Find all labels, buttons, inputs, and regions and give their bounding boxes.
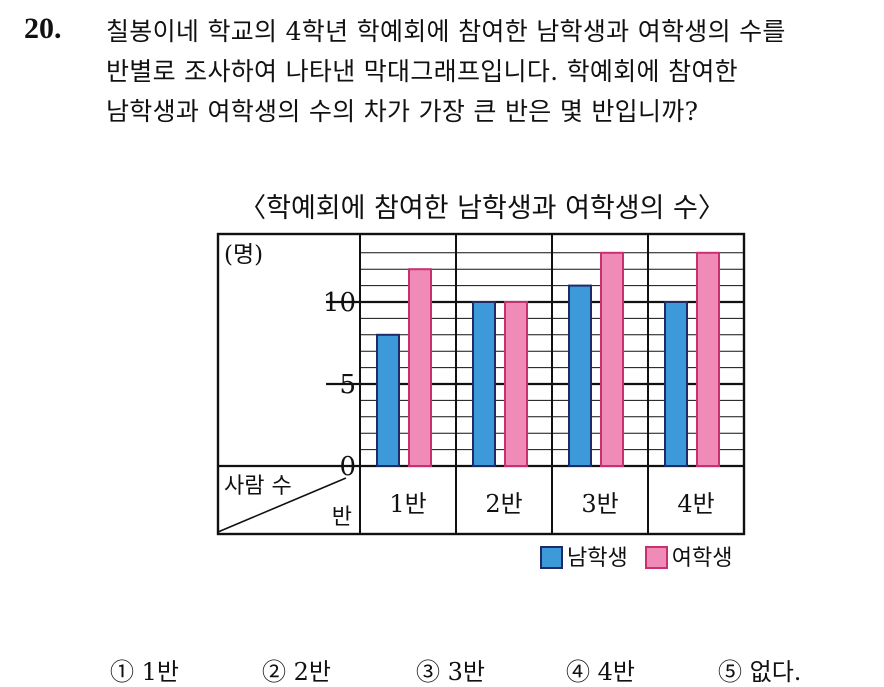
bar-male <box>472 301 496 467</box>
legend-swatch-male <box>540 546 563 569</box>
legend-label-male: 남학생 <box>567 546 628 571</box>
y-unit-label: (명) <box>224 242 263 268</box>
y-tick-label: 5 <box>339 370 356 400</box>
chart-title: 〈학예회에 참여한 남학생과 여학생의 수〉 <box>239 193 725 224</box>
choice-3[interactable]: ③ 3반 <box>416 658 485 686</box>
question-line-2: 반별로 조사하여 나타낸 막대그래프입니다. 학예회에 참여한 <box>106 57 738 86</box>
x-category-label: 2반 <box>485 490 522 518</box>
question-line-3: 남학생과 여학생의 수의 차가 가장 큰 반은 몇 반입니까? <box>106 97 699 126</box>
corner-label-top: 사람 수 <box>224 474 292 499</box>
bar-male <box>664 301 688 467</box>
bar-female <box>696 251 720 467</box>
chart-frame <box>216 232 746 536</box>
legend-swatch-female <box>644 546 668 569</box>
bar-female <box>600 251 624 467</box>
bar-female <box>408 268 432 468</box>
legend-label-female: 여학생 <box>671 546 733 571</box>
question-line-1: 칠봉이네 학교의 4학년 학예회에 참여한 남학생과 여학생의 수를 <box>106 17 786 46</box>
chart-legend: 남학생 여학생 <box>540 540 742 572</box>
y-tick-label: 0 <box>339 452 356 482</box>
x-category-label: 3반 <box>581 490 618 518</box>
choice-5[interactable]: ⑤ 없다. <box>718 658 802 686</box>
bar-male <box>376 333 400 467</box>
legend-item-male: 남학생 <box>540 546 628 571</box>
corner-diagonal <box>217 477 347 533</box>
choice-2[interactable]: ② 2반 <box>262 658 331 686</box>
y-tick-label: 10 <box>323 288 356 318</box>
x-category-label: 4반 <box>677 490 714 518</box>
x-category-label: 1반 <box>389 490 426 518</box>
question-number: 20. <box>24 12 62 45</box>
choice-1[interactable]: ① 1반 <box>110 658 179 686</box>
legend-item-female: 여학생 <box>644 546 733 571</box>
bar-male <box>568 284 592 467</box>
corner-label-bottom: 반 <box>332 505 352 530</box>
bar-female <box>504 301 528 467</box>
choice-4[interactable]: ④ 4반 <box>566 658 635 686</box>
